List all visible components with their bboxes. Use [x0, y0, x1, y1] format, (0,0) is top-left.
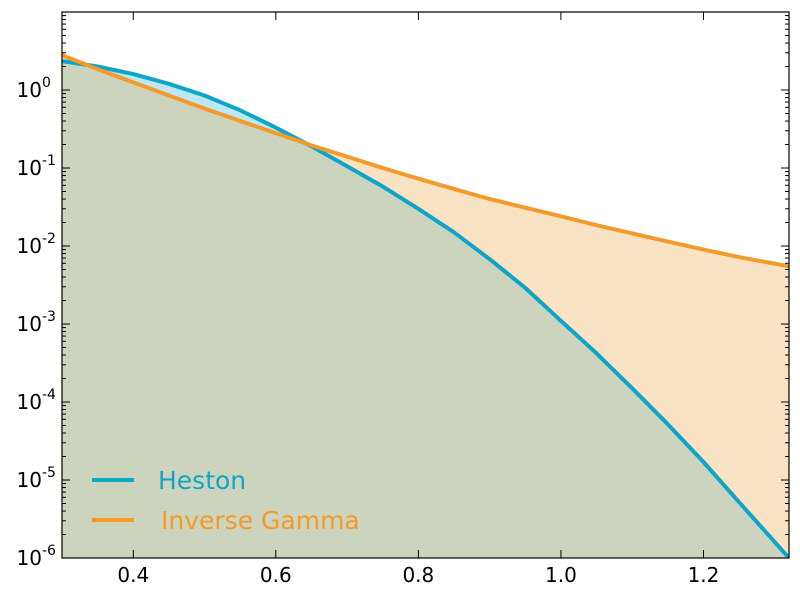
- y-tick-exponent: -3: [42, 309, 56, 325]
- y-tick-exponent: -5: [42, 465, 56, 481]
- y-tick-base: 10: [17, 234, 42, 258]
- series-line-0: [62, 59, 789, 558]
- x-tick-label: 0.4: [117, 563, 149, 587]
- plot-frame: [61, 11, 790, 559]
- x-tick-label: 1.2: [688, 563, 720, 587]
- x-tick-label: 0.8: [402, 563, 434, 587]
- y-tick-exponent: -4: [42, 387, 56, 403]
- y-tick-base: 10: [17, 312, 42, 336]
- overlap-fill: [62, 61, 789, 558]
- series-lines: [62, 53, 789, 558]
- x-tick-label: 1.0: [545, 563, 577, 587]
- y-tick-label: 10: [17, 468, 42, 492]
- y-tick-base: 10: [17, 156, 42, 180]
- series-line-1: [62, 53, 789, 269]
- y-tick-exponent: -2: [42, 231, 56, 247]
- y-tick-base: 10: [17, 468, 42, 492]
- legend-label-0: Heston: [158, 466, 246, 495]
- y-tick-base: 10: [17, 546, 42, 570]
- y-tick-label: 10: [17, 156, 42, 180]
- y-tick-base: 10: [17, 390, 42, 414]
- y-tick-exponent: -1: [42, 153, 56, 169]
- y-tick-label: 10: [17, 312, 42, 336]
- y-tick-label: 10: [17, 390, 42, 414]
- axes: 0.4 0.6 0.8 1.0 1.210 -610 -510 -410 -310 -210 -11…: [17, 11, 790, 587]
- x-tick-label: 0.6: [260, 563, 292, 587]
- y-tick-label: 10: [17, 546, 42, 570]
- legend: Heston Inverse Gamma: [92, 466, 360, 535]
- y-tick-label: 10: [17, 78, 42, 102]
- y-tick-exponent: 0: [42, 75, 51, 91]
- legend-label-1: Inverse Gamma: [161, 506, 360, 535]
- y-tick-exponent: -6: [42, 543, 56, 559]
- y-tick-label: 10: [17, 234, 42, 258]
- area-fills: [62, 55, 789, 558]
- y-tick-base: 10: [17, 78, 42, 102]
